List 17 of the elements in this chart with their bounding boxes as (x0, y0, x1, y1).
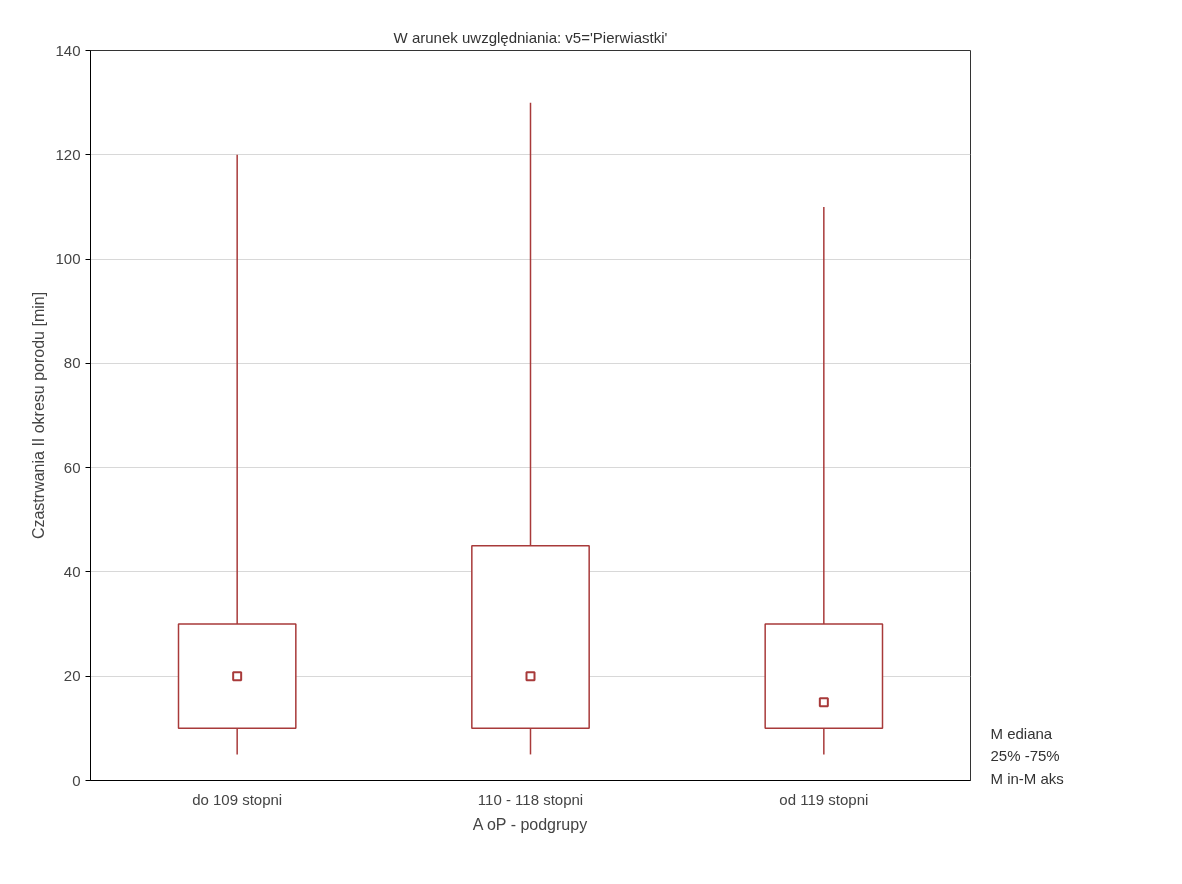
x-tick-label: do 109 stopni (192, 790, 283, 808)
y-tick-label: 80 (63, 354, 81, 372)
y-axis-title: Czastrwania II okresu porodu [min] (30, 291, 48, 540)
y-tick-label: 120 (55, 145, 81, 163)
x-tick-label: 110 - 118 stopni (477, 790, 584, 808)
x-axis-title: A oP - podgrupy (472, 815, 588, 833)
y-tick-label: 60 (63, 458, 81, 476)
y-tick-label: 20 (63, 667, 81, 685)
chart-title: W arunek uwzględniania: v5='Pierwiastki' (393, 28, 668, 46)
text: 25% -75% (990, 747, 1060, 765)
text: M ediana (990, 724, 1053, 742)
y-tick-label: 40 (63, 562, 81, 580)
y-tick-label: 0 (72, 771, 81, 789)
y-tick-label: 100 (55, 250, 81, 268)
text: M in-M aks (990, 769, 1064, 787)
y-tick-label: 140 (55, 41, 81, 59)
x-tick-label: od 119 stopni (779, 790, 869, 808)
